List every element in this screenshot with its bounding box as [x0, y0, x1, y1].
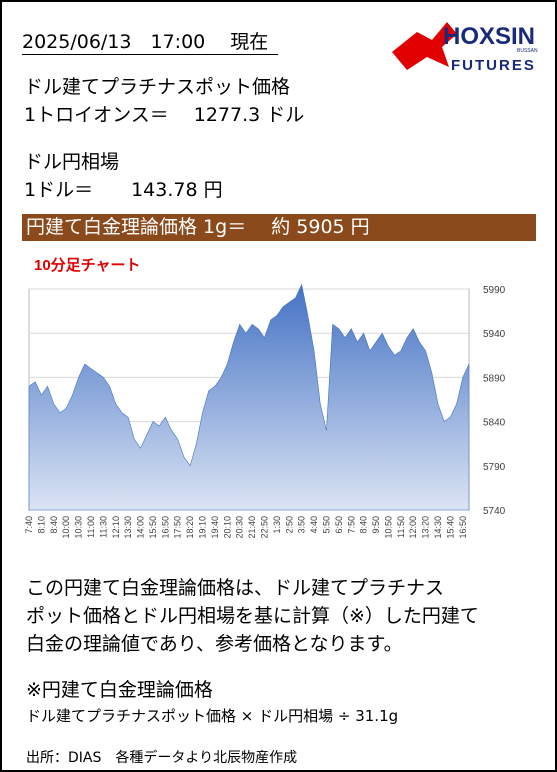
x-tick-label: 10:50	[383, 516, 393, 539]
formula-title: ※円建て白金理論価格	[26, 679, 213, 701]
fx-label: ドル円相場	[24, 151, 120, 173]
logo-mark	[392, 22, 457, 70]
x-tick-label: 3:50	[297, 516, 307, 534]
x-tick-label: 2:50	[284, 516, 294, 534]
platinum-label: ドル建てプラチナスポット価格	[24, 76, 291, 98]
formula: ドル建てプラチナスポット価格 × ドル円相場 ÷ 31.1g	[26, 707, 399, 725]
x-tick-label: 16:50	[458, 516, 468, 539]
x-tick-label: 19:10	[198, 516, 208, 539]
x-tick-label: 7:40	[24, 516, 34, 534]
datetime: 2025/06/13 17:00 現在	[22, 27, 279, 55]
x-tick-label: 9:50	[371, 516, 381, 534]
x-tick-label: 15:40	[445, 516, 455, 539]
area	[28, 283, 470, 511]
x-tick-label: 19:40	[210, 516, 220, 539]
x-tick-label: 17:50	[173, 516, 183, 539]
x-tick-label: 20:10	[222, 516, 232, 539]
logo-sub: FUTURES	[451, 57, 536, 74]
x-tick-label: 5:50	[321, 516, 331, 534]
x-tick-label: 10:00	[61, 516, 71, 539]
x-tick-label: 15:50	[148, 516, 158, 539]
x-tick-label: 8:10	[36, 516, 46, 534]
chart: 10分足チャート 5740 5790 5840 5890 5940 5990 7:40 8:1…	[24, 257, 506, 539]
x-tick-label: 6:50	[334, 516, 344, 534]
x-tick-label: 1:30	[272, 516, 282, 534]
y-tick-label: 5940	[483, 329, 506, 340]
source: 出所：DIAS 各種データより北辰物産作成	[26, 750, 298, 766]
x-tick-label: 16:50	[160, 516, 170, 539]
x-tick-label: 11:30	[98, 516, 108, 538]
x-tick-label: 10:30	[74, 516, 84, 539]
x-tick-label: 18:20	[185, 516, 195, 539]
y-tick-label: 5990	[483, 285, 506, 296]
logo-small: BUSSAN	[517, 48, 538, 54]
logo: HOXSIN BUSSAN FUTURES	[392, 22, 538, 74]
fx-value: 1ドル＝ 143.78 円	[24, 179, 223, 201]
x-tick-label: 13:30	[123, 516, 133, 539]
x-tick-label: 13:20	[421, 516, 431, 539]
x-tick-label: 20:30	[235, 516, 245, 539]
x-tick-label: 12:10	[111, 516, 121, 539]
x-tick-label: 21:40	[247, 516, 257, 539]
y-tick-label: 5890	[483, 373, 506, 384]
y-tick-label: 5740	[483, 506, 506, 517]
y-tick-label: 5840	[483, 418, 506, 429]
x-tick-label: 14:00	[136, 516, 146, 539]
note-2: ポット価格とドル円相場を基に計算（※）した円建て	[26, 605, 479, 627]
x-tick-label: 12:00	[408, 516, 418, 539]
chart-title: 10分足チャート	[34, 257, 141, 274]
x-tick-label: 8:40	[49, 516, 59, 534]
x-tick-label: 22:50	[259, 516, 269, 539]
x-tick-label: 14:30	[433, 516, 443, 539]
platinum-value: 1トロイオンス＝ 1277.3 ドル	[24, 104, 305, 126]
y-tick-label: 5790	[483, 462, 506, 473]
x-tick-label: 11:50	[396, 516, 406, 538]
yen-price: 円建て白金理論価格 1g＝ 約 5905 円	[22, 214, 536, 241]
x-tick-label: 7:50	[346, 516, 356, 534]
note-1: この円建て白金理論価格は、ドル建てプラチナス	[26, 577, 445, 599]
x-tick-label: 4:40	[309, 516, 319, 534]
x-tick-label: 8:40	[359, 516, 369, 534]
logo-main: HOXSIN	[443, 23, 535, 50]
note-3: 白金の理論値であり、参考価格となります。	[26, 633, 403, 655]
x-tick-label: 11:00	[86, 516, 96, 538]
